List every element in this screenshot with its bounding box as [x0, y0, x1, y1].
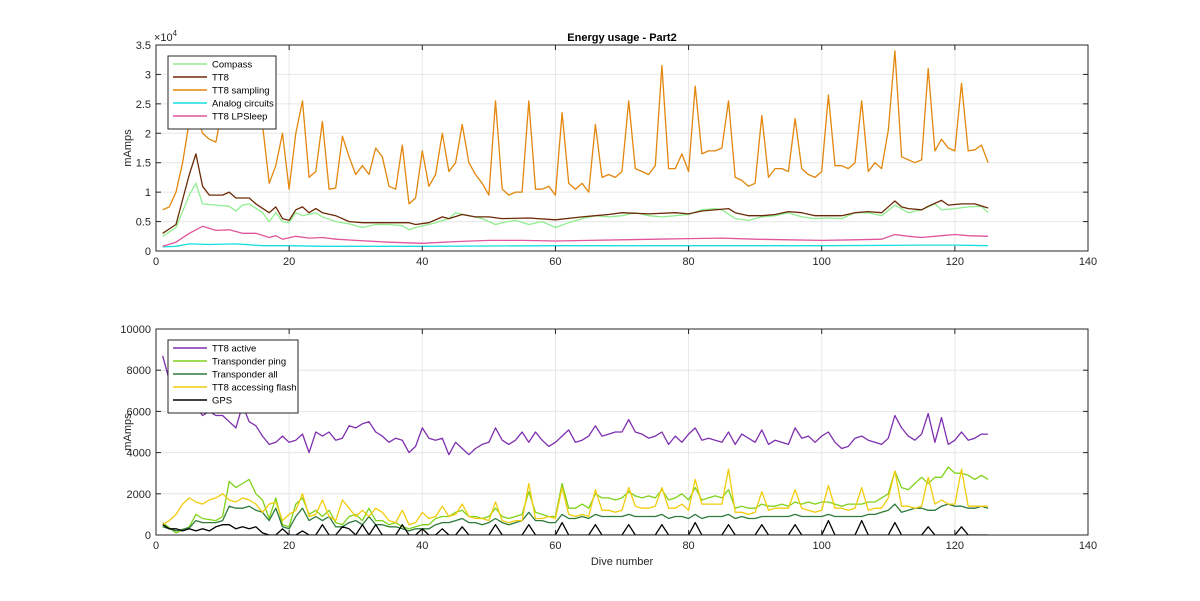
x-tick-label: 20 [283, 256, 295, 268]
series-line-transponder-all [162, 503, 989, 532]
series-line-tt8 [162, 153, 989, 234]
chart-2: 0 20 40 60 80 100 120 140 0 2000 4000 6000 8000 10000… [120, 324, 1097, 568]
series-line-analog-circuits [162, 243, 989, 248]
series-line-tt8-sampling [162, 50, 989, 211]
y-tick-label: 1 [145, 187, 151, 199]
y-tick-label: 8000 [127, 365, 151, 377]
legend-label-tt8: TT8 [212, 73, 229, 84]
legend: Compass TT8 TT8 sampling Analog circuits TT8… [167, 55, 277, 130]
x-tick-label: 120 [946, 256, 964, 268]
series-line-compass [162, 182, 989, 237]
x-tick-label: 60 [549, 256, 561, 268]
legend-label-transponder-all: Transponder all [212, 370, 278, 381]
legend-label-analog-circuits: Analog circuits [212, 99, 274, 110]
x-tick-label: 40 [416, 256, 428, 268]
y-tick-label: 0 [145, 246, 151, 258]
y-tick-label: 0.5 [136, 217, 151, 229]
y-tick-label: 2000 [127, 489, 151, 501]
x-tick-label: 20 [283, 540, 295, 552]
legend-box [167, 339, 299, 414]
legend-label-tt8-sampling: TT8 sampling [212, 86, 270, 97]
x-tick-label: 120 [946, 540, 964, 552]
y-exponent-label: ×104 [154, 29, 178, 44]
axes-box [155, 44, 1089, 252]
series-line-tt8-lpsleep [162, 225, 989, 247]
x-tick-label: 0 [153, 540, 159, 552]
x-tick-label: 40 [416, 540, 428, 552]
legend-label-gps: GPS [212, 396, 232, 407]
chart-1: 0 20 40 60 80 100 120 140 0 0.5 1 1.5 2 2.5 3 3.5×104 En… [122, 29, 1097, 268]
x-tick-label: 100 [813, 256, 831, 268]
series-group [162, 50, 989, 248]
legend-label-compass: Compass [212, 60, 252, 71]
chart-title: Energy usage - Part2 [567, 32, 676, 44]
x-tick-label: 140 [1079, 540, 1097, 552]
x-axis-label: Dive number [591, 556, 654, 568]
y-axis-label: mAmps [122, 413, 134, 451]
series-line-tt8-accessing-flash [162, 468, 989, 526]
y-tick-label: 10000 [120, 324, 151, 336]
legend-label-tt8-accessing-flash: TT8 accessing flash [212, 383, 296, 394]
y-axis-label: mAmps [122, 129, 134, 167]
legend-label-tt8-lpsleep: TT8 LPSleep [212, 112, 267, 123]
series-line-tt8-active [162, 355, 989, 456]
axes-box [155, 328, 1089, 536]
legend: TT8 active Transponder ping Transponder al… [167, 339, 299, 414]
y-tick-label: 3 [145, 69, 151, 81]
y-tick-label: 0 [145, 530, 151, 542]
x-tick-label: 60 [549, 540, 561, 552]
y-tick-label: 1.5 [136, 158, 151, 170]
legend-label-transponder-ping: Transponder ping [212, 357, 286, 368]
series-group [162, 355, 989, 535]
y-tick-label: 6000 [127, 406, 151, 418]
y-tick-label: 3.5 [136, 40, 151, 52]
legend-box [167, 55, 277, 130]
y-tick-label: 2 [145, 128, 151, 140]
plot-area [156, 45, 1088, 251]
y-exponent-power: 4 [173, 29, 178, 38]
x-tick-label: 0 [153, 256, 159, 268]
series-line-gps [162, 519, 989, 535]
x-tick-label: 80 [682, 256, 694, 268]
x-tick-label: 80 [682, 540, 694, 552]
y-tick-label: 4000 [127, 448, 151, 460]
legend-label-tt8-active: TT8 active [212, 344, 256, 355]
x-tick-label: 100 [813, 540, 831, 552]
y-tick-label: 2.5 [136, 99, 151, 111]
x-tick-label: 140 [1079, 256, 1097, 268]
